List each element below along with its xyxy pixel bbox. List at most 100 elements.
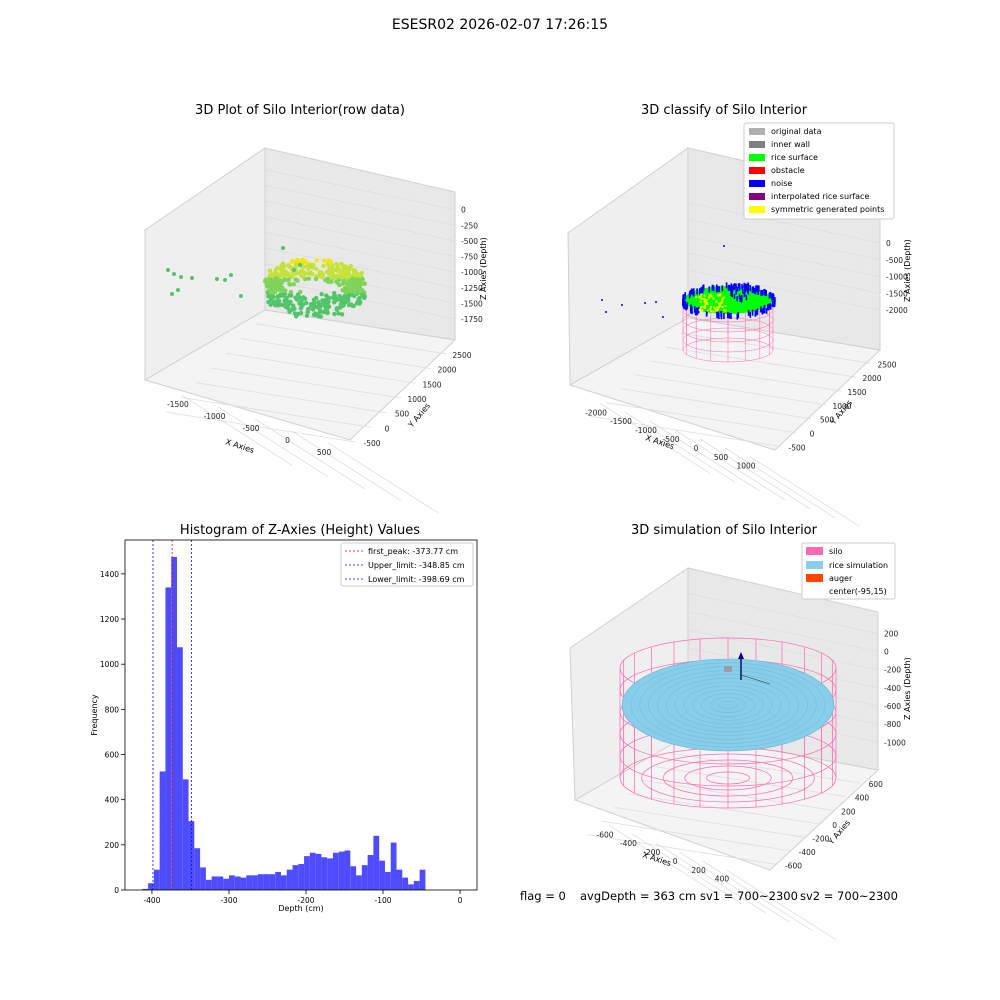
histogram-bar — [182, 779, 189, 890]
z-tick-label: -1750 — [461, 315, 483, 324]
grid-line-x — [218, 406, 329, 478]
y-tick-label: 2000 — [862, 374, 881, 383]
y-tick-label: 600 — [105, 751, 120, 760]
noise-point — [718, 313, 720, 320]
noise-point — [735, 283, 737, 289]
histogram-bar — [275, 871, 281, 890]
raw-point — [304, 260, 309, 265]
grid-line-y — [655, 766, 847, 798]
status-flag: flag = 0 — [520, 889, 566, 903]
x-tick-label: -1000 — [204, 412, 226, 421]
raw-point — [272, 289, 278, 294]
symmetric-point — [710, 295, 713, 298]
raw-point — [263, 279, 268, 284]
raw-point — [337, 273, 343, 279]
raw-point — [321, 263, 326, 269]
panel1-title: 3D Plot of Silo Interior(row data) — [195, 103, 405, 118]
raw-point — [325, 276, 330, 281]
status-sv2: sv2 = 700~2300 — [800, 889, 898, 903]
raw-point — [356, 297, 361, 302]
raw-point — [339, 312, 345, 317]
x-tick-label: 500 — [714, 453, 729, 462]
legend-label-rice-surface: rice surface — [771, 153, 818, 162]
raw-point — [274, 276, 279, 281]
raw-point — [293, 262, 299, 267]
x-tick-label: -1500 — [167, 400, 189, 409]
auger-head — [738, 652, 744, 659]
raw-point — [267, 273, 273, 278]
center-marker — [724, 666, 732, 672]
raw-point — [270, 281, 275, 286]
y-tick-label: 2000 — [437, 366, 456, 375]
noise-point — [685, 304, 688, 310]
legend-swatch-noise — [749, 180, 765, 187]
noise-point — [733, 293, 736, 299]
raw-point — [301, 274, 307, 279]
y-tick-label: 200 — [841, 807, 856, 816]
x-tick-label: -500 — [242, 424, 259, 433]
raw-point — [267, 276, 273, 281]
rice-mesh-ring — [683, 685, 773, 725]
raw-point — [264, 282, 270, 287]
noise-point — [747, 309, 750, 316]
legend-label-auger: auger — [829, 574, 853, 583]
raw-point — [355, 301, 360, 306]
histogram-bar — [338, 851, 345, 890]
histogram-bar — [304, 856, 310, 890]
symmetric-point — [703, 306, 706, 309]
y-tick-label: -400 — [799, 848, 816, 857]
symmetric-point — [721, 299, 724, 302]
grid-line-x — [674, 429, 786, 501]
raw-point — [267, 268, 273, 273]
grid-line-x — [725, 869, 837, 941]
symmetric-point — [709, 307, 712, 310]
noise-point — [735, 289, 737, 295]
noise-point — [690, 305, 693, 312]
symmetric-point — [715, 300, 718, 303]
outlier-point — [179, 275, 183, 279]
raw-point — [273, 282, 279, 288]
panel2-legend: original data inner wall rice surface ob… — [743, 122, 895, 220]
raw-point — [327, 266, 332, 271]
noise-point — [751, 286, 754, 293]
raw-point — [334, 261, 339, 267]
noise-point — [765, 290, 767, 296]
noise-outlier — [662, 316, 664, 318]
raw-point — [332, 311, 337, 317]
z-tick-label: -750 — [461, 253, 478, 262]
noise-point — [743, 282, 745, 288]
grid-line-y — [180, 397, 372, 428]
raw-point — [290, 306, 295, 312]
noise-point — [706, 309, 708, 315]
legend-label-obstacle: obstacle — [771, 166, 805, 175]
raw-point — [288, 289, 294, 295]
grid-line-y — [620, 388, 812, 420]
noise-point — [763, 306, 766, 313]
symmetric-point — [708, 294, 711, 297]
raw-point — [349, 303, 355, 308]
x-tick-label: 0 — [285, 436, 290, 445]
grid-line-z — [264, 169, 456, 211]
noise-point — [749, 311, 752, 318]
raw-point — [348, 263, 354, 269]
legend-swatch-original-data — [749, 128, 765, 135]
raw-point — [336, 311, 341, 316]
raw-point — [278, 302, 283, 307]
grid-line-y — [665, 346, 857, 378]
y-tick-label: 1000 — [100, 660, 119, 669]
noise-point — [747, 282, 749, 288]
x-tick-label: -400 — [620, 839, 637, 848]
raw-point — [278, 266, 283, 271]
raw-point — [304, 313, 310, 318]
noise-point — [760, 306, 762, 313]
noise-point — [720, 311, 722, 318]
grid-line-z — [689, 269, 881, 311]
noise-point — [696, 288, 698, 295]
noise-point — [760, 289, 762, 296]
raw-point — [282, 270, 287, 275]
histogram-bar — [350, 866, 357, 890]
symmetric-point — [724, 309, 727, 312]
grid-line-x — [254, 418, 366, 490]
raw-point — [275, 299, 281, 304]
grid-line-x — [655, 842, 767, 914]
